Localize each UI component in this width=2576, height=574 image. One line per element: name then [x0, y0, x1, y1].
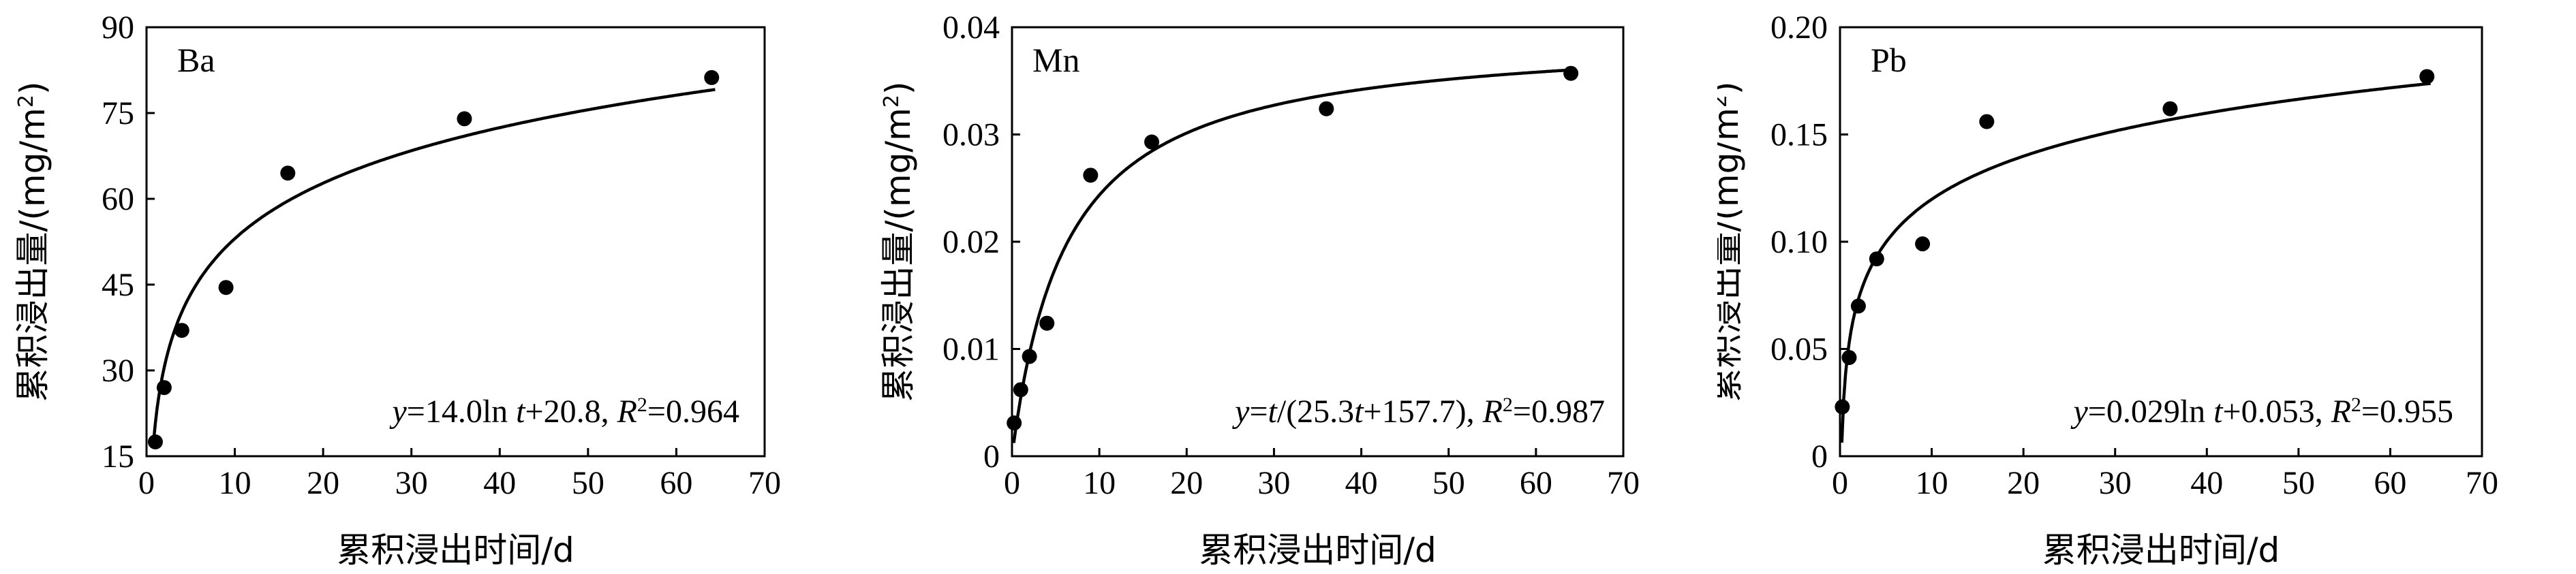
chart-2-plot-frame [1839, 26, 2483, 458]
chart-0-fit-equation: y=14.0ln t+20.8, R2=0.964 [388, 394, 739, 430]
chart-1-y-tick-label: 0 [983, 439, 1000, 475]
chart-1-x-tick-label: 20 [1170, 465, 1203, 501]
chart-2-x-tick-label: 0 [1832, 465, 1848, 501]
chart-1-plot-frame [1011, 26, 1625, 458]
chart-1-data-point [1144, 134, 1160, 150]
chart-0-data-point [156, 380, 172, 396]
chart-2-data-point [1850, 298, 1866, 314]
chart-0-plot-frame [145, 26, 766, 458]
chart-2-x-tick-label: 10 [1916, 465, 1948, 501]
chart-panel-ba: 0 10 20 30 40 50 60 70 15 30 45 60 75 90 累积浸出时间/d 累积浸出量… [13, 10, 781, 570]
chart-panel-pb: 0 10 20 30 40 50 60 70 0 0.05 0.10 0.15 0.20 累积浸出时间/d… [1717, 10, 2498, 570]
chart-2-y-tick-label: 0.15 [1770, 117, 1828, 153]
chart-0-x-axis-title: 累积浸出时间/d [337, 530, 574, 570]
chart-1-x-tick-label: 30 [1257, 465, 1290, 501]
chart-0-data-point [147, 434, 163, 449]
chart-0-y-tick-label: 75 [102, 95, 134, 131]
chart-1-x-tick-label: 40 [1345, 465, 1378, 501]
chart-0-data-point [174, 323, 189, 338]
chart-1-y-tick-label: 0.02 [942, 224, 1000, 260]
chart-2-fit-equation: y=0.029ln t+0.053, R2=0.955 [2070, 394, 2453, 430]
chart-0-y-tick-label: 15 [102, 439, 134, 475]
chart-1-data-point [1083, 168, 1099, 183]
chart-2-x-tick-label: 20 [2007, 465, 2040, 501]
chart-1-data-point [1022, 349, 1037, 364]
chart-0-data-point [457, 111, 472, 127]
chart-1-data-point [1007, 415, 1022, 431]
chart-1-fit-line [1012, 68, 1575, 443]
chart-2-x-axis-title: 累积浸出时间/d [2042, 530, 2280, 570]
chart-1-x-tick-label: 0 [1004, 465, 1020, 501]
chart-0-y-axis-title: 累积浸出量/(mg/m2) [13, 82, 52, 402]
chart-2-y-tick-label: 0.20 [1770, 10, 1828, 46]
chart-0-data-point [218, 280, 234, 296]
chart-1-fit-equation: y=t/(25.3t+157.7), R2=0.987 [1231, 394, 1605, 430]
chart-1-data-point [1319, 101, 1334, 116]
chart-0-x-tick-label: 20 [307, 465, 339, 501]
chart-2-data-point [2162, 101, 2178, 116]
chart-0-x-tick-label: 30 [395, 465, 428, 501]
chart-1-x-axis-title: 累积浸出时间/d [1199, 530, 1437, 570]
chart-1-x-tick-label: 50 [1432, 465, 1465, 501]
chart-2-data-point [1841, 350, 1857, 366]
chart-0-y-tick-label: 30 [102, 353, 134, 389]
chart-2-y-tick-label: 0 [1811, 439, 1828, 475]
chart-0-data-point [280, 165, 296, 181]
chart-2-y-axis-title: 累积浸出量/(mg/m2) [1717, 82, 1746, 402]
chart-2-data-point [1915, 236, 1931, 252]
chart-1-x-tick-label: 60 [1520, 465, 1552, 501]
chart-2-x-tick-label: 70 [2466, 465, 2498, 501]
chart-0-x-tick-label: 50 [572, 465, 604, 501]
chart-2-x-tick-label: 30 [2099, 465, 2132, 501]
chart-2-data-point [1835, 399, 1850, 415]
chart-2-panel-label: Pb [1871, 41, 1907, 79]
chart-0-data-point [704, 69, 720, 85]
chart-1-data-point [1039, 315, 1055, 331]
chart-1-y-tick-label: 0.01 [942, 332, 1000, 368]
chart-2-x-tick-label: 50 [2282, 465, 2315, 501]
chart-0-x-tick-label: 0 [138, 465, 155, 501]
chart-2-data-point [1979, 114, 1995, 129]
chart-1-y-tick-label: 0.03 [942, 117, 1000, 153]
chart-0-fit-line [152, 88, 716, 441]
chart-2-x-tick-label: 40 [2190, 465, 2223, 501]
chart-0-x-tick-label: 10 [219, 465, 251, 501]
chart-0-y-tick-label: 45 [102, 267, 134, 303]
chart-2-fit-line [1840, 82, 2431, 443]
chart-1-y-axis-title: 累积浸出量/(mg/m2) [878, 82, 918, 402]
chart-2-data-point [2419, 69, 2435, 84]
chart-1-data-point [1013, 382, 1028, 398]
chart-0-x-tick-label: 70 [748, 465, 781, 501]
chart-1-x-tick-label: 10 [1083, 465, 1116, 501]
chart-1-x-tick-label: 70 [1607, 465, 1640, 501]
chart-2-data-point [1869, 251, 1884, 267]
chart-2-y-tick-label: 0.10 [1770, 224, 1828, 260]
chart-0-x-tick-label: 60 [660, 465, 692, 501]
chart-0-panel-label: Ba [177, 41, 215, 79]
chart-2-x-tick-label: 60 [2374, 465, 2406, 501]
chart-1-panel-label: Mn [1032, 41, 1079, 79]
chart-1-data-point [1563, 65, 1579, 81]
chart-0-x-tick-label: 40 [483, 465, 516, 501]
chart-2-y-tick-label: 0.05 [1770, 332, 1828, 368]
chart-panel-mn: 0 10 20 30 40 50 60 70 0 0.01 0.02 0.03 0.04 累积浸出时间/d… [878, 10, 1640, 570]
chart-0-y-tick-label: 60 [102, 181, 134, 217]
chart-1-y-tick-label: 0.04 [942, 10, 1000, 46]
chart-0-y-tick-label: 90 [102, 10, 134, 46]
